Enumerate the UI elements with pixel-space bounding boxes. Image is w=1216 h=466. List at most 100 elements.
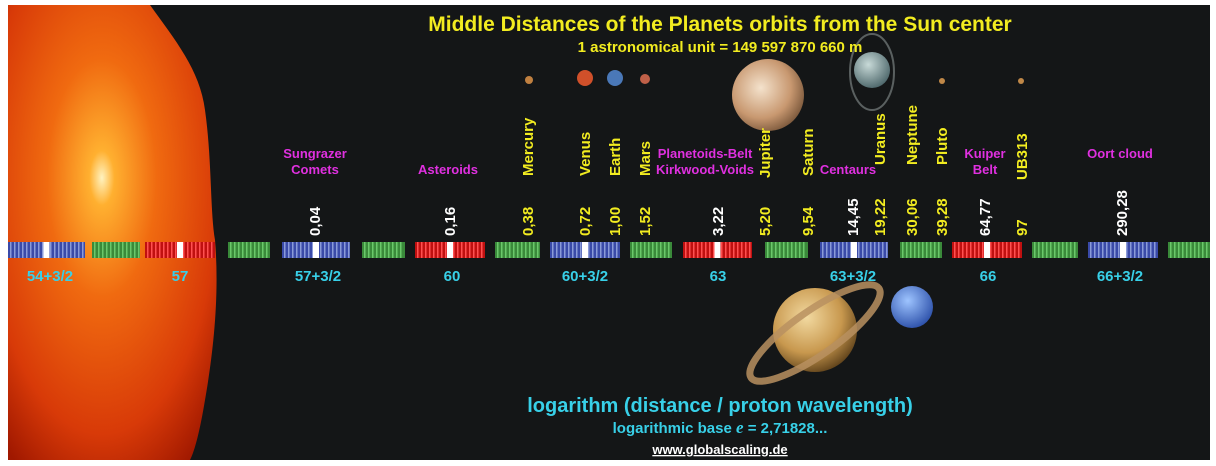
band-stripe bbox=[22, 242, 24, 258]
band-stripe bbox=[1018, 242, 1020, 258]
band-stripe bbox=[18, 242, 20, 258]
band-stripe bbox=[934, 242, 936, 258]
band-stripe bbox=[195, 242, 197, 258]
scale-label: 57 bbox=[172, 268, 189, 285]
band-stripe bbox=[10, 242, 12, 258]
band-stripe bbox=[1094, 242, 1096, 258]
band-stripe bbox=[320, 242, 322, 258]
band-stripe bbox=[954, 242, 956, 258]
zone-distance: 64,77 bbox=[977, 198, 994, 236]
zone-distance: 3,22 bbox=[710, 207, 727, 236]
band-stripe bbox=[572, 242, 574, 258]
zone-name: Asteroids bbox=[418, 162, 478, 177]
band-stripe bbox=[114, 242, 116, 258]
band-stripe bbox=[779, 242, 781, 258]
band-stripe bbox=[344, 242, 346, 258]
band-stripe bbox=[600, 242, 602, 258]
saturn-ring bbox=[746, 281, 884, 385]
band-stripe bbox=[537, 242, 539, 258]
band-stripe bbox=[400, 242, 402, 258]
planet-distance: 97 bbox=[1014, 219, 1031, 236]
band-stripe bbox=[902, 242, 904, 258]
planet-distance: 5,20 bbox=[757, 207, 774, 236]
band-stripe bbox=[159, 242, 161, 258]
band-stripe bbox=[1146, 242, 1148, 258]
band-stripe bbox=[612, 242, 614, 258]
base-label: logarithmic base bbox=[613, 420, 732, 437]
band-stripe bbox=[910, 242, 912, 258]
band-stripe bbox=[580, 242, 582, 258]
band-stripe bbox=[42, 242, 44, 258]
band-stripe bbox=[1054, 242, 1056, 258]
band-stripe bbox=[930, 242, 932, 258]
band-stripe bbox=[122, 242, 124, 258]
band-stripe bbox=[74, 242, 76, 258]
band-stripe bbox=[1058, 242, 1060, 258]
band-stripe bbox=[1142, 242, 1144, 258]
jupiter-image bbox=[732, 59, 804, 131]
band-stripe bbox=[368, 242, 370, 258]
band-stripe bbox=[445, 242, 447, 258]
base-line: logarithmic base e = 2,71828... bbox=[613, 418, 828, 437]
band-stripe bbox=[1102, 242, 1104, 258]
band-stripe bbox=[842, 242, 844, 258]
band-stripe bbox=[292, 242, 294, 258]
band-center bbox=[1120, 242, 1126, 258]
band-stripe bbox=[1010, 242, 1012, 258]
band-stripe bbox=[509, 242, 511, 258]
planet-name: Pluto bbox=[934, 128, 951, 166]
band-stripe bbox=[533, 242, 535, 258]
subtitle: 1 astronomical unit = 149 597 870 660 m bbox=[578, 39, 863, 56]
band-stripe bbox=[592, 242, 594, 258]
band-stripe bbox=[685, 242, 687, 258]
band-stripe bbox=[966, 242, 968, 258]
band-stripe bbox=[437, 242, 439, 258]
band-stripe bbox=[644, 242, 646, 258]
band-stripe bbox=[787, 242, 789, 258]
band-stripe bbox=[175, 242, 177, 258]
band-stripe bbox=[288, 242, 290, 258]
band-stripe bbox=[183, 242, 185, 258]
band-segment bbox=[92, 242, 140, 258]
planet-name: Uranus bbox=[872, 113, 889, 165]
earth-image bbox=[607, 70, 623, 86]
band-stripe bbox=[207, 242, 209, 258]
band-center bbox=[582, 242, 588, 258]
band-center bbox=[313, 242, 319, 258]
zone-name: Belt bbox=[973, 162, 998, 177]
band-stripe bbox=[862, 242, 864, 258]
band-stripe bbox=[729, 242, 731, 258]
band-stripe bbox=[505, 242, 507, 258]
band-stripe bbox=[604, 242, 606, 258]
zone-distance: 0,04 bbox=[307, 206, 324, 236]
band-stripe bbox=[304, 242, 306, 258]
planet-name: Jupiter bbox=[757, 128, 774, 178]
band-stripe bbox=[54, 242, 56, 258]
band-stripe bbox=[364, 242, 366, 258]
band-stripe bbox=[958, 242, 960, 258]
band-stripe bbox=[978, 242, 980, 258]
planet-distance: 39,28 bbox=[934, 198, 951, 236]
band-stripe bbox=[14, 242, 16, 258]
planet-distance: 19,22 bbox=[872, 198, 889, 236]
band-stripe bbox=[866, 242, 868, 258]
band-stripe bbox=[118, 242, 120, 258]
band-stripe bbox=[262, 242, 264, 258]
band-stripe bbox=[938, 242, 940, 258]
band-stripe bbox=[648, 242, 650, 258]
band-stripe bbox=[78, 242, 80, 258]
band-stripe bbox=[336, 242, 338, 258]
scale-label: 63+3/2 bbox=[830, 268, 876, 285]
band-stripe bbox=[110, 242, 112, 258]
band-stripe bbox=[834, 242, 836, 258]
band-stripe bbox=[477, 242, 479, 258]
pluto-image bbox=[939, 78, 945, 84]
band-stripe bbox=[998, 242, 1000, 258]
band-stripe bbox=[1002, 242, 1004, 258]
band-stripe bbox=[130, 242, 132, 258]
planet-distance: 1,52 bbox=[637, 207, 654, 236]
band-stripe bbox=[296, 242, 298, 258]
band-stripe bbox=[1098, 242, 1100, 258]
zone-distance: 290,28 bbox=[1114, 190, 1131, 236]
band-stripe bbox=[191, 242, 193, 258]
